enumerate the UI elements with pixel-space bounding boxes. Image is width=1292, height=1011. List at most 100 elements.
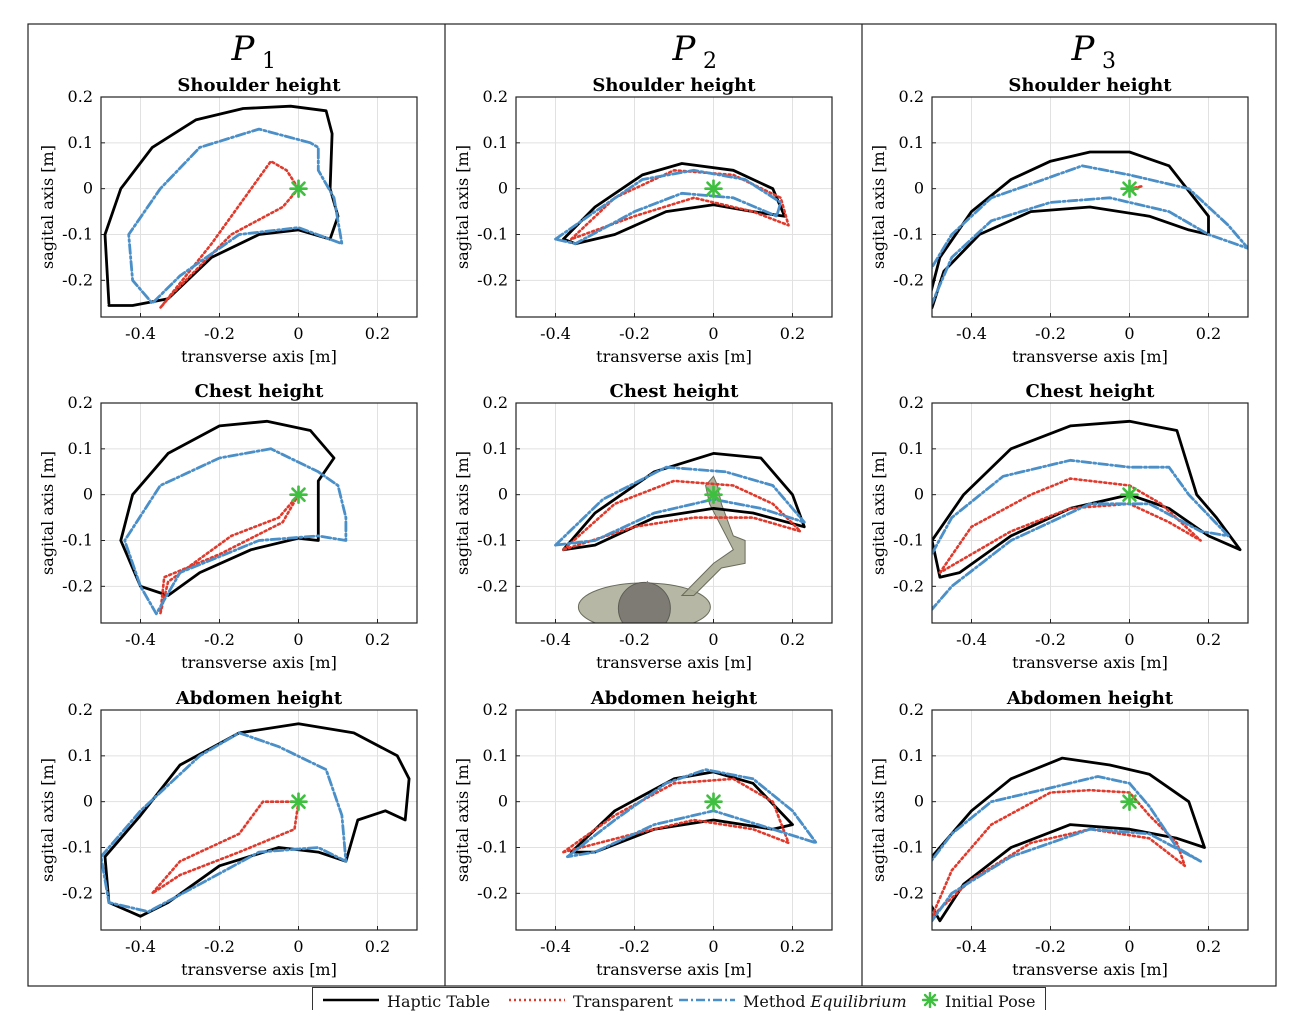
x-tick-label: -0.4: [956, 324, 987, 343]
x-tick-label: -0.4: [125, 324, 156, 343]
y-tick-label: -0.1: [893, 838, 924, 857]
panel-title: Abdomen height: [1006, 688, 1174, 709]
y-tick-label: -0.2: [893, 883, 924, 902]
x-tick-label: 0.2: [780, 630, 805, 649]
x-tick-label: -0.2: [204, 937, 235, 956]
x-tick-label: -0.4: [125, 937, 156, 956]
legend-item-method-equilibrium: Method Equilibrium: [677, 992, 917, 1011]
series-line-haptic-table: [119, 419, 336, 597]
x-tick-label: 0.2: [365, 937, 390, 956]
column-header-p1-sub: 1: [262, 49, 276, 74]
column-header-p2: P 2: [672, 29, 717, 74]
plot-area-frame: [515, 709, 833, 931]
y-tick-label: 0.2: [483, 87, 508, 106]
column-header-p3-sub: 3: [1102, 49, 1116, 74]
y-tick-label: 0.2: [68, 87, 93, 106]
legend-label-method: Method: [743, 992, 811, 1011]
panel-p2-chest-height: Chest height -0.4 -0.2 0 0.2 -0.2 -0.1 0 0.1 0.2 t…: [453, 381, 833, 672]
y-tick-label: 0: [914, 485, 924, 504]
y-tick-label: 0.1: [68, 133, 93, 152]
y-tick-label: 0.1: [483, 746, 508, 765]
series-line-haptic-table: [103, 722, 411, 918]
y-tick-label: 0.2: [68, 700, 93, 719]
column-header-p3: P 3: [1071, 29, 1116, 74]
plot-area-frame: [515, 96, 833, 318]
legend-line-haptic-table: [323, 998, 379, 1002]
initial-pose-marker: [289, 792, 308, 811]
x-tick-label: 0.2: [365, 630, 390, 649]
y-tick-label: 0.2: [899, 700, 924, 719]
panel-title: Shoulder height: [592, 75, 756, 96]
legend-label-initial-pose: Initial Pose: [945, 992, 1036, 1011]
legend-item-initial-pose: Initial Pose: [919, 992, 1044, 1011]
panel-title: Abdomen height: [175, 688, 343, 709]
y-tick-label: -0.2: [477, 270, 508, 289]
y-tick-label: -0.1: [477, 225, 508, 244]
x-tick-label: -0.2: [619, 937, 650, 956]
y-tick-label: 0: [83, 792, 93, 811]
initial-pose-marker: [704, 792, 723, 811]
y-tick-label: 0.1: [483, 133, 508, 152]
legend-label-haptic-table: Haptic Table: [387, 992, 491, 1011]
x-tick-label: 0: [708, 324, 718, 343]
panel-p3-abdomen-height: Abdomen height -0.4 -0.2 0 0.2 -0.2 -0.1 0 0.1 0.…: [869, 688, 1249, 979]
plot-area-frame: [100, 709, 418, 931]
nose-shape: [642, 580, 653, 589]
y-tick-label: -0.1: [893, 531, 924, 550]
legend-label-equilibrium: Equilibrium: [810, 992, 907, 1011]
panel-title: Shoulder height: [177, 75, 341, 96]
arm-shape: [680, 475, 746, 596]
y-tick-label: -0.2: [477, 576, 508, 595]
y-tick-label: 0: [914, 179, 924, 198]
x-tick-label: 0: [293, 324, 303, 343]
y-tick-label: 0: [83, 485, 93, 504]
panel-title: Abdomen height: [590, 688, 758, 709]
x-tick-label: 0: [708, 630, 718, 649]
x-tick-label: 0.2: [365, 324, 390, 343]
series-line-method-equilibrium: [101, 731, 348, 914]
x-axis-label: transverse axis [m]: [596, 960, 752, 979]
head-shape: [617, 581, 671, 623]
x-axis-label: transverse axis [m]: [181, 653, 337, 672]
plot-area-frame: [931, 96, 1249, 318]
series-line-method-equilibrium: [566, 768, 818, 859]
series-line-method-equilibrium: [127, 127, 344, 305]
y-tick-label: -0.2: [62, 883, 93, 902]
y-axis-label: sagital axis [m]: [453, 758, 472, 882]
series-line-haptic-table: [103, 104, 340, 307]
y-tick-label: 0.2: [899, 87, 924, 106]
initial-pose-marker: [1120, 179, 1139, 198]
series-line-transparent: [570, 169, 790, 241]
y-tick-label: -0.1: [62, 838, 93, 857]
initial-pose-marker: [1120, 485, 1139, 504]
series-line-haptic-table: [569, 770, 794, 854]
y-axis-label: sagital axis [m]: [869, 758, 888, 882]
x-axis-label: transverse axis [m]: [1012, 653, 1168, 672]
x-tick-label: -0.4: [540, 937, 571, 956]
x-tick-label: -0.4: [125, 630, 156, 649]
x-tick-label: 0: [293, 937, 303, 956]
legend-label-transparent: Transparent: [573, 992, 674, 1011]
y-axis-label: sagital axis [m]: [38, 451, 57, 575]
y-tick-label: -0.2: [893, 270, 924, 289]
plot-area-frame: [515, 402, 833, 624]
y-tick-label: -0.2: [477, 883, 508, 902]
x-axis-label: transverse axis [m]: [181, 960, 337, 979]
column-header-p1-label: P: [231, 29, 256, 69]
y-axis-label: sagital axis [m]: [869, 145, 888, 269]
x-tick-label: -0.2: [619, 324, 650, 343]
legend-line-method-equilibrium: [679, 998, 735, 1002]
y-tick-label: 0: [914, 792, 924, 811]
panel-title: Shoulder height: [1008, 75, 1172, 96]
y-tick-label: 0.1: [68, 746, 93, 765]
legend-label-method-equilibrium: Method Equilibrium: [743, 992, 907, 1011]
y-tick-label: 0.2: [483, 393, 508, 412]
y-tick-label: -0.2: [893, 576, 924, 595]
y-tick-label: 0.1: [899, 746, 924, 765]
human-figure-illustration: [577, 475, 746, 623]
series-line-haptic-table: [932, 419, 1242, 579]
y-tick-label: 0.2: [483, 700, 508, 719]
series-line-transparent: [159, 493, 300, 616]
panel-p1-abdomen-height: Abdomen height -0.4 -0.2 0 0.2 -0.2 -0.1 0 0.1 0.…: [38, 688, 418, 979]
